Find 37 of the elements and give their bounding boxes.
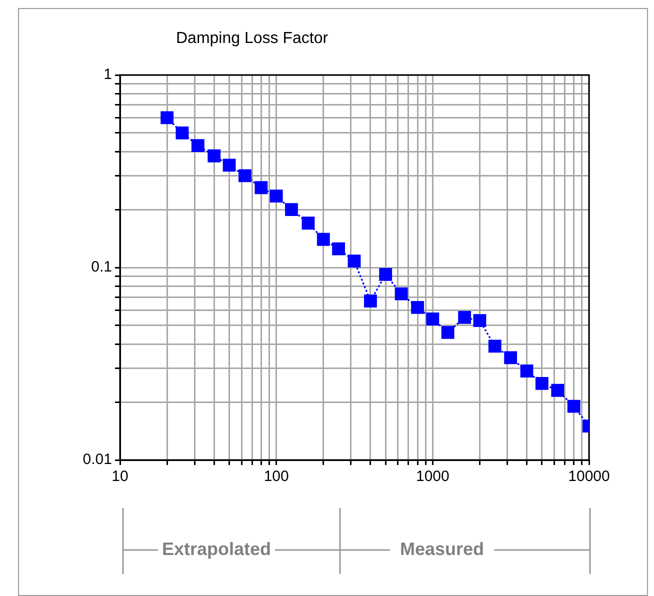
- point: [364, 294, 377, 308]
- point: [348, 254, 361, 268]
- point: [285, 203, 298, 216]
- point: [254, 181, 268, 194]
- point: [160, 111, 174, 124]
- point: [176, 126, 189, 140]
- point: [458, 311, 472, 324]
- point: [504, 351, 518, 364]
- point: [222, 158, 236, 172]
- point: [411, 301, 424, 314]
- point: [316, 232, 330, 246]
- point: [208, 149, 221, 162]
- point: [488, 340, 502, 353]
- y-tick-label: 0.01: [82, 451, 112, 468]
- x-tick-label: 100: [264, 468, 289, 486]
- point: [270, 190, 283, 203]
- point: [551, 384, 564, 397]
- y-tick-label: 0.1: [91, 258, 112, 276]
- text: Extrapolated: [158, 538, 276, 560]
- point: [535, 376, 548, 390]
- text: Measured: [390, 538, 494, 560]
- point: [332, 242, 345, 256]
- point: [441, 326, 454, 339]
- point: [394, 287, 408, 300]
- point: [473, 314, 486, 328]
- y-tick-label: 1: [104, 66, 112, 84]
- x-tick-label: 10000: [568, 468, 610, 486]
- point: [191, 139, 204, 152]
- point: [238, 169, 252, 182]
- x-tick-label: 1000: [416, 468, 450, 486]
- point: [379, 268, 392, 281]
- x-tick-label: 10: [112, 468, 128, 486]
- point: [567, 400, 580, 413]
- point: [520, 364, 534, 378]
- point: [426, 312, 440, 326]
- point: [302, 216, 315, 230]
- chart-title: Damping Loss Factor: [176, 30, 328, 48]
